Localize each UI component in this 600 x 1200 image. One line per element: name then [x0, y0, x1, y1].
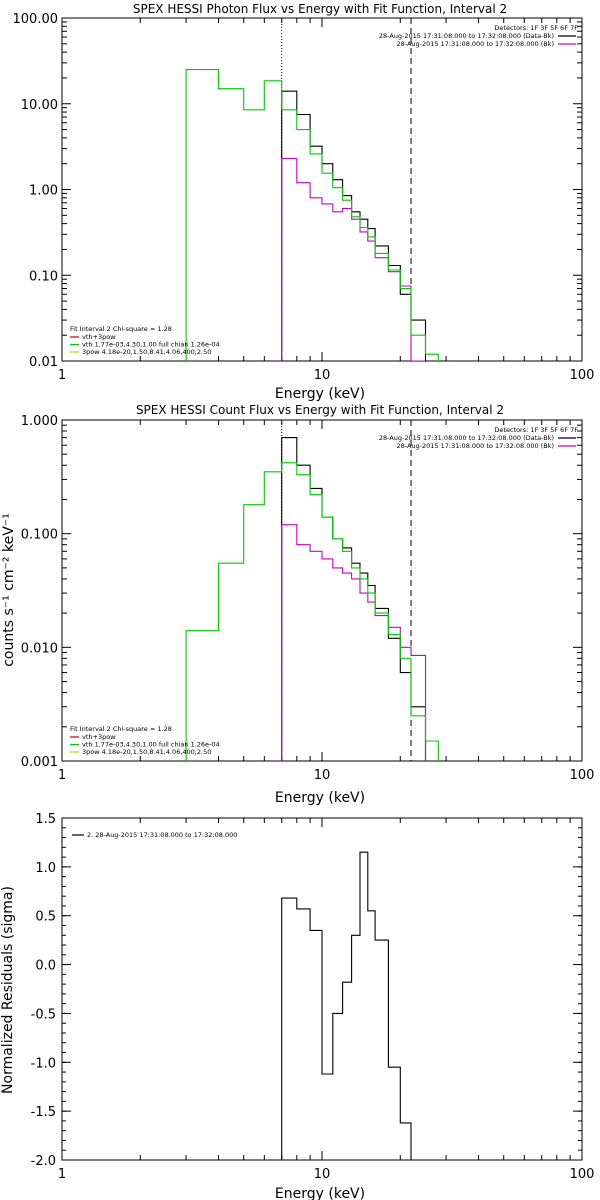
y-tick-label: 1.0: [35, 861, 56, 876]
residuals-xlabel: Energy (keV): [275, 1186, 365, 1200]
y-tick-label: 10.00: [21, 98, 58, 113]
x-tick-label: 100: [570, 768, 595, 783]
fit-legend-text: vth 1.77e-03,4.30,1.00 full chian 1.26e-…: [82, 741, 220, 749]
fit-legend-header: Fit Interval 2 Chi-square = 1.28: [70, 725, 172, 733]
y-tick-label: 0.0: [35, 959, 56, 974]
x-tick-label: 10: [314, 1167, 331, 1182]
legend-entry-text: 28-Aug-2015 17:31:08.000 to 17:32:08.000…: [397, 40, 554, 48]
photon-flux-panel: SPEX HESSI Photon Flux vs Energy with Fi…: [13, 2, 595, 402]
series-0-histogram: [281, 90, 427, 361]
legend-entry-text: 28-Aug-2015 17:31:08.000 to 17:32:08.000…: [397, 442, 554, 450]
x-tick-label: 100: [570, 368, 595, 383]
x-tick-label: 1: [58, 368, 66, 383]
x-tick-label: 1: [58, 1167, 66, 1182]
legend-detectors: Detectors: 1F 3F 5F 6F 7F: [494, 24, 578, 32]
y-tick-label: 0.001: [21, 755, 58, 770]
count-flux-title: SPEX HESSI Count Flux vs Energy with Fit…: [136, 403, 504, 417]
y-tick-label: -1.0: [31, 1056, 56, 1071]
series-0-histogram: [281, 851, 412, 1160]
legend-entry-text: 2. 28-Aug-2015 17:31:08.000 to 17:32:08.…: [87, 831, 237, 839]
count-flux-xlabel: Energy (keV): [275, 790, 365, 806]
y-tick-label: 0.01: [29, 355, 58, 370]
count-flux-panel: SPEX HESSI Count Flux vs Energy with Fit…: [1, 403, 594, 806]
x-tick-label: 1: [58, 768, 66, 783]
count-flux-ylabel: counts s⁻¹ cm⁻² keV⁻¹: [1, 513, 17, 667]
plot-frame: [61, 419, 583, 762]
series-2-histogram: [185, 69, 439, 361]
residuals-ylabel: Normalized Residuals (sigma): [0, 886, 16, 1094]
series-1-histogram: [281, 157, 426, 361]
photon-flux-xlabel: Energy (keV): [275, 386, 365, 402]
fit-legend-text: 3pow 4.18e-20,1.50,8.41,4.06,400,2.50: [82, 348, 211, 356]
fit-legend-header: Fit Interval 2 Chi-square = 1.28: [70, 325, 172, 333]
x-tick-label: 100: [570, 1167, 595, 1182]
y-tick-label: 0.10: [29, 269, 58, 284]
y-tick-label: 100.00: [13, 12, 59, 27]
x-tick-label: 10: [314, 368, 331, 383]
y-tick-label: 1.000: [21, 414, 58, 429]
fit-legend-text: 3pow 4.18e-20,1.50,8.41,4.06,400,2.50: [82, 748, 211, 756]
y-tick-label: -2.0: [31, 1154, 56, 1169]
x-tick-label: 10: [314, 768, 331, 783]
plot-frame: [61, 17, 583, 362]
y-tick-label: 0.010: [21, 641, 58, 656]
y-tick-label: -0.5: [31, 1007, 56, 1022]
series-1-histogram: [281, 524, 427, 761]
y-tick-label: 0.5: [35, 910, 56, 925]
photon-flux-title: SPEX HESSI Photon Flux vs Energy with Fi…: [133, 2, 507, 16]
y-tick-label: 1.00: [29, 184, 58, 199]
fit-legend-text: vth+3pow: [82, 733, 116, 741]
legend-entry-text: 28-Aug-2015 17:31:08.000 to 17:32:08.000…: [379, 32, 554, 40]
fit-legend-text: vth 1.77e-03,4.30,1.00 full chian 1.26e-…: [82, 341, 220, 349]
y-tick-label: 0.100: [21, 528, 58, 543]
fit-legend-text: vth+3pow: [82, 333, 116, 341]
legend-entry-text: 28-Aug-2015 17:31:08.000 to 17:32:08.000…: [379, 434, 554, 442]
y-tick-label: -1.5: [31, 1105, 56, 1120]
legend-detectors: Detectors: 1F 3F 5F 6F 7F: [494, 426, 578, 434]
residuals-panel: 1 10 100 -2.0 -1.5 -1.0 -0.5 0.0 0.5 1.0 1.5 2. 28-…: [0, 812, 594, 1200]
y-tick-label: 1.5: [35, 812, 56, 827]
series-2-histogram: [185, 462, 439, 761]
series-0-histogram: [281, 437, 427, 761]
